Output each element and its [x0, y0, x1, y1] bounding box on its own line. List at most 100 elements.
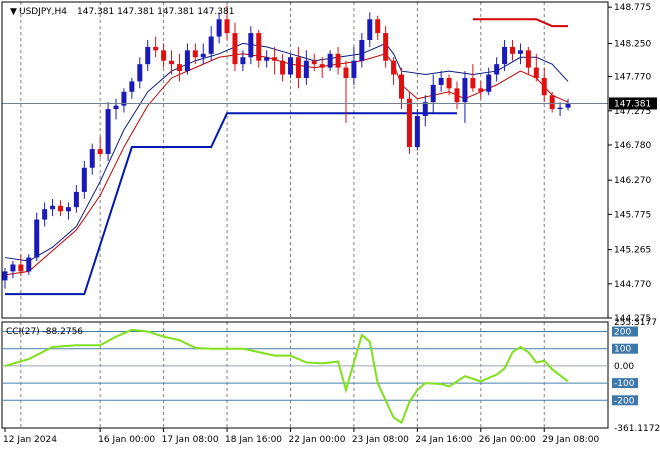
- time-tick-label: 17 Jan 08:00: [162, 435, 219, 445]
- price-tick-label: 146.270: [614, 176, 651, 186]
- price-tick-label: 145.775: [614, 210, 651, 220]
- candle-bear: [232, 33, 238, 65]
- candle-bull: [351, 60, 357, 78]
- candle-bear: [446, 77, 452, 89]
- fast-average-line: [4, 53, 569, 276]
- candle-bull: [105, 109, 111, 154]
- candle-bear: [224, 19, 230, 34]
- candle-bull: [502, 46, 508, 65]
- candle-bear: [280, 60, 286, 75]
- main-title-arrow: ▼: [10, 7, 17, 17]
- candle-bull: [462, 77, 468, 103]
- price-tick-label: 148.250: [614, 39, 651, 49]
- last-price-label: 147.381: [614, 99, 651, 109]
- candle-bear: [169, 60, 175, 65]
- candle-bull: [517, 50, 523, 54]
- candle-bear: [375, 19, 381, 34]
- candle-bear: [541, 77, 547, 96]
- candle-bull: [81, 167, 87, 192]
- candle-bear: [161, 50, 167, 61]
- candle-bull: [129, 81, 135, 92]
- price-tick-label: 144.275: [614, 314, 651, 324]
- time-tick-label: 29 Jan 08:00: [542, 435, 599, 445]
- candle-bull: [327, 53, 333, 68]
- time-tick-label: 22 Jan 00:00: [288, 435, 345, 445]
- candle-bear: [406, 98, 412, 148]
- candle-bear: [295, 57, 301, 78]
- candle-bear: [272, 57, 278, 61]
- price-tick-label: 146.780: [614, 141, 651, 151]
- cci-tick-label: 255.3177: [614, 318, 657, 328]
- candle-bear: [97, 149, 103, 154]
- candle-bull: [438, 77, 444, 85]
- time-tick-label: 24 Jan 16:00: [415, 435, 472, 445]
- candle-bear: [454, 88, 460, 103]
- cci-tick-label: -361.1172: [614, 424, 660, 434]
- price-tick-label: 144.770: [614, 280, 651, 290]
- candle-bull: [303, 60, 309, 78]
- chart-title: USDJPY,H4: [19, 7, 67, 17]
- candle-bear: [478, 88, 484, 92]
- price-tick-label: 145.265: [614, 246, 651, 256]
- cci-title: CCI(27) -88.2756: [6, 327, 83, 337]
- candle-bull: [145, 46, 151, 65]
- candle-bear: [343, 67, 349, 78]
- candle-bull: [26, 257, 32, 272]
- candle-bull: [42, 209, 48, 220]
- upper-band-line: [472, 18, 569, 28]
- candle-bull: [359, 39, 365, 61]
- candle-bull: [557, 107, 563, 110]
- candle-bear: [58, 205, 64, 212]
- time-tick-label: 23 Jan 08:00: [352, 435, 409, 445]
- candle-bull: [287, 57, 293, 75]
- time-tick-label: 26 Jan 00:00: [479, 435, 536, 445]
- cci-level-box: [612, 343, 638, 354]
- candle-bull: [113, 105, 119, 110]
- candle-bull: [240, 57, 246, 65]
- price-tick-label: 147.275: [614, 107, 651, 117]
- candle-bull: [65, 207, 71, 212]
- candle-bull: [34, 219, 40, 258]
- candle-bear: [470, 77, 476, 89]
- candle-bear: [533, 67, 539, 78]
- candle-bull: [494, 64, 500, 75]
- candle-bull: [208, 36, 214, 54]
- candle-bull: [486, 74, 492, 92]
- slow-average-line: [4, 42, 569, 262]
- candle-bear: [335, 53, 341, 68]
- price-panel-frame: [1, 1, 609, 319]
- time-tick-label: 18 Jan 16:00: [225, 435, 282, 445]
- candle-bull: [430, 84, 436, 103]
- candle-bull: [248, 33, 254, 58]
- candle-bear: [510, 46, 516, 54]
- candle-bull: [422, 102, 428, 116]
- candle-bull: [216, 19, 222, 37]
- price-panel: 148.775 148.250 147.770 147.275 146.780 146.2…: [1, 1, 657, 324]
- candle-bear: [256, 33, 262, 61]
- cci-line: [4, 328, 569, 425]
- time-axis: 12 Jan 2024 16 Jan 00:00 17 Jan 08:00 18 Ja…: [3, 428, 599, 445]
- time-tick-label: 12 Jan 2024: [3, 435, 57, 445]
- candle-bull: [121, 91, 127, 106]
- candle-bear: [192, 50, 198, 58]
- candle-bull: [73, 191, 79, 208]
- cci-level-label: 100: [614, 345, 631, 355]
- candle-bull: [264, 57, 270, 61]
- lower-band-line: [5, 112, 458, 296]
- price-tick-label: 148.775: [614, 3, 651, 13]
- cci-level-label: 200: [614, 328, 631, 338]
- candle-bear: [549, 95, 555, 110]
- cci-level-label: -100: [614, 379, 635, 389]
- candle-bear: [399, 74, 404, 99]
- candle-bear: [18, 264, 24, 272]
- time-tick-label: 16 Jan 00:00: [98, 435, 155, 445]
- candle-bull: [565, 103, 571, 108]
- candle-bull: [2, 271, 8, 281]
- candle-bear: [153, 46, 159, 51]
- candle-bull: [414, 115, 420, 148]
- candle-bull: [89, 149, 95, 168]
- candle-bear: [176, 64, 182, 72]
- cci-level-box: [612, 378, 638, 389]
